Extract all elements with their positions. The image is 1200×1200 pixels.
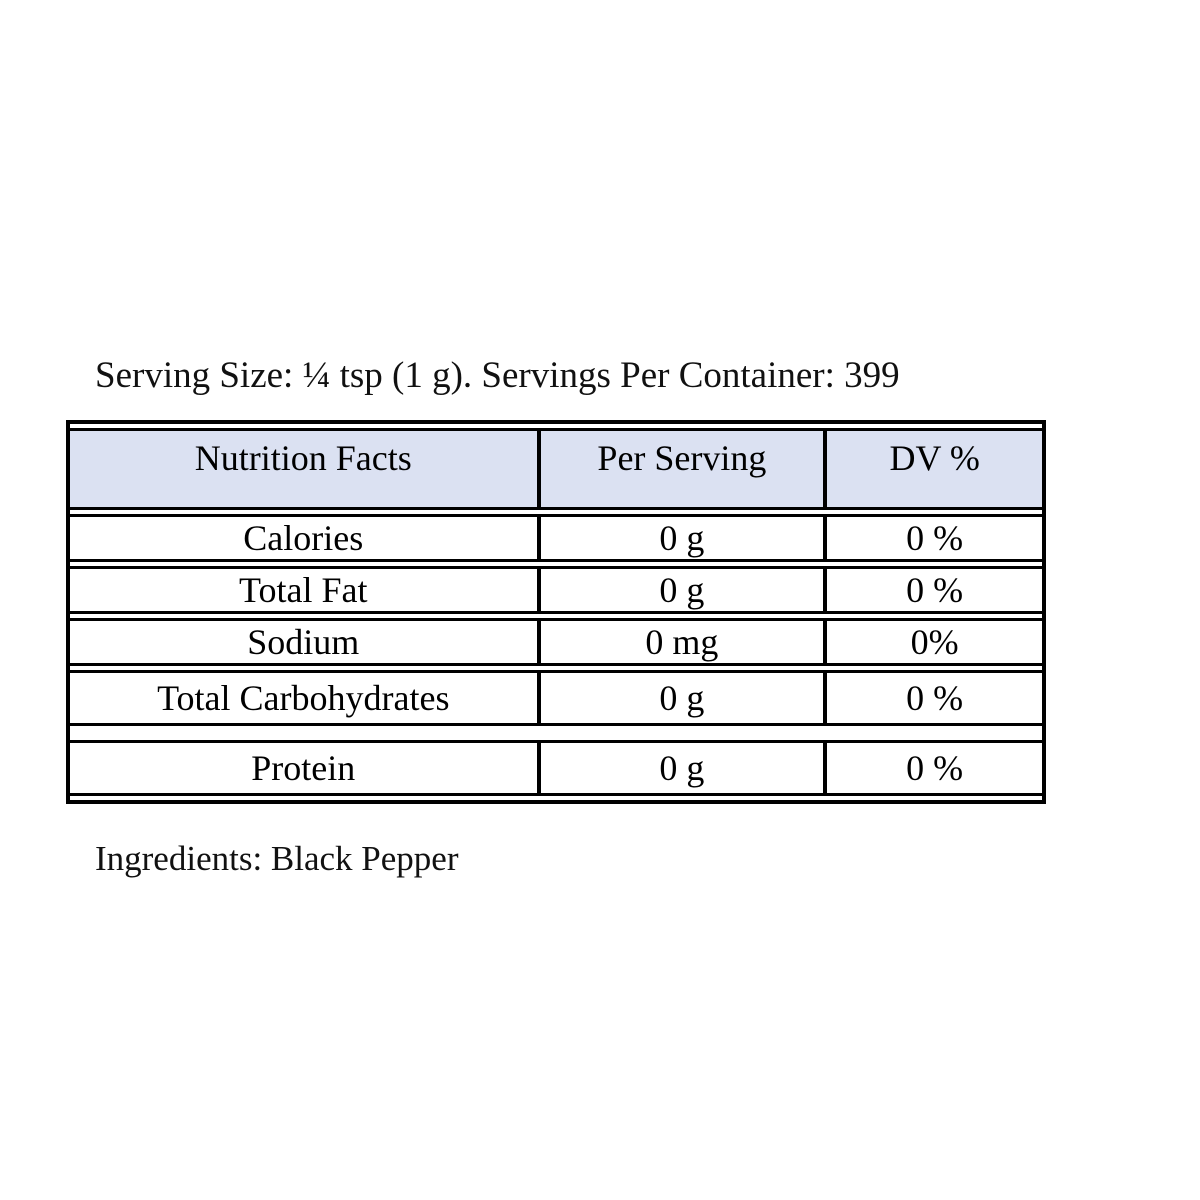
column-header-dv-percent: DV % — [823, 428, 1042, 510]
row-spacer — [70, 730, 1042, 736]
nutrient-label: Protein — [70, 740, 537, 796]
per-serving-value: 0 g — [536, 566, 824, 614]
column-header-nutrition-facts: Nutrition Facts — [70, 428, 537, 510]
dv-value: 0 % — [823, 566, 1042, 614]
table-row-total-carbohydrates: Total Carbohydrates 0 g 0 % — [70, 670, 1042, 726]
dv-value: 0 % — [823, 670, 1042, 726]
table-row-sodium: Sodium 0 mg 0% — [70, 618, 1042, 666]
dv-value: 0% — [823, 618, 1042, 666]
table-row-protein: Protein 0 g 0 % — [70, 740, 1042, 796]
per-serving-value: 0 mg — [536, 618, 824, 666]
dv-value: 0 % — [823, 740, 1042, 796]
nutrient-label: Total Carbohydrates — [70, 670, 537, 726]
table-row-calories: Calories 0 g 0 % — [70, 514, 1042, 562]
table-row-total-fat: Total Fat 0 g 0 % — [70, 566, 1042, 614]
nutrient-label: Sodium — [70, 618, 537, 666]
table-header-row: Nutrition Facts Per Serving DV % — [70, 428, 1042, 510]
per-serving-value: 0 g — [536, 514, 824, 562]
nutrition-facts-table: Nutrition Facts Per Serving DV % Calorie… — [66, 420, 1046, 804]
dv-value: 0 % — [823, 514, 1042, 562]
per-serving-value: 0 g — [536, 740, 824, 796]
per-serving-value: 0 g — [536, 670, 824, 726]
ingredients-line: Ingredients: Black Pepper — [95, 839, 459, 878]
serving-size-line: Serving Size: ¼ tsp (1 g). Servings Per … — [95, 355, 900, 396]
column-header-per-serving: Per Serving — [536, 428, 824, 510]
nutrient-label: Total Fat — [70, 566, 537, 614]
nutrient-label: Calories — [70, 514, 537, 562]
